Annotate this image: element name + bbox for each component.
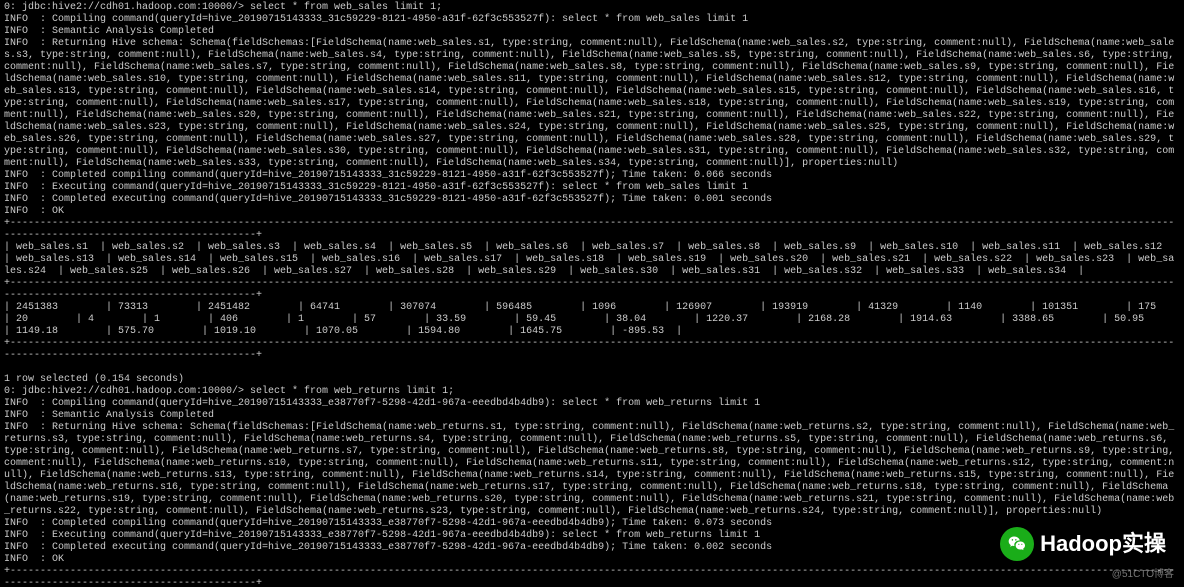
footnote: @51CTO博客 bbox=[1112, 569, 1174, 581]
terminal-output: 0: jdbc:hive2://cdh01.hadoop.com:10000/>… bbox=[0, 0, 1184, 587]
